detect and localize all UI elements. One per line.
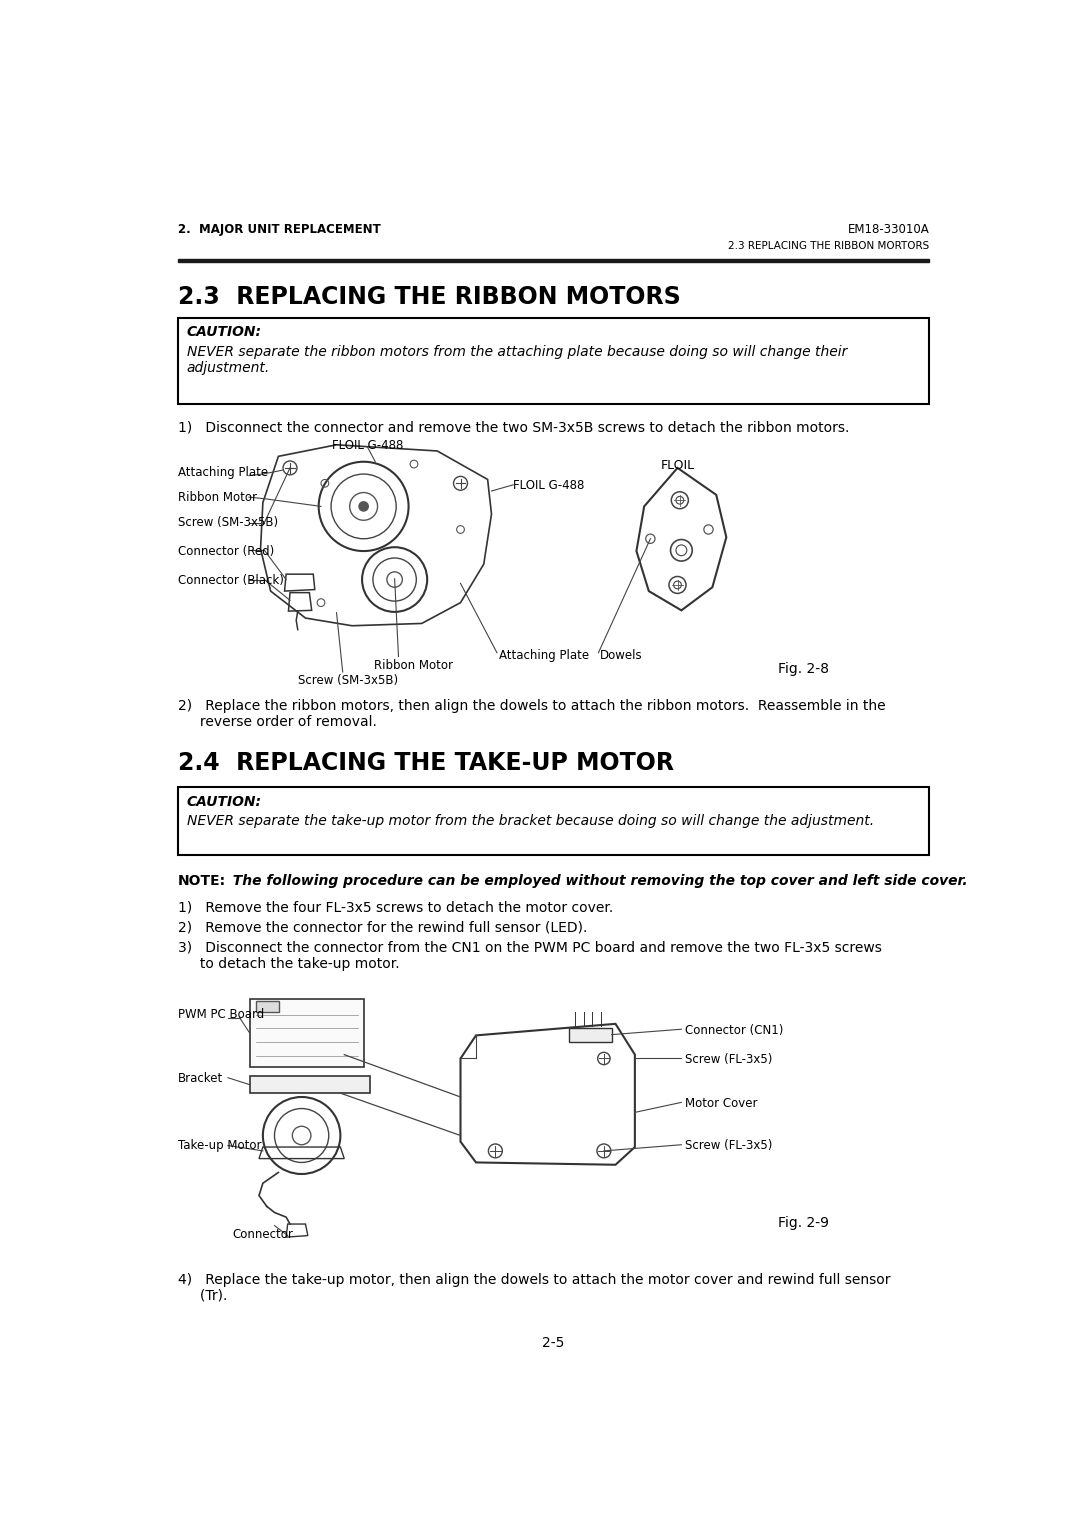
Text: NEVER separate the ribbon motors from the attaching plate because doing so will : NEVER separate the ribbon motors from th… (187, 345, 848, 375)
Text: Screw (SM-3x5B): Screw (SM-3x5B) (298, 674, 399, 688)
Bar (177, 259, 930, 262)
Text: 2.3 REPLACING THE RIBBON MORTORS: 2.3 REPLACING THE RIBBON MORTORS (728, 241, 930, 250)
Text: Connector (CN1): Connector (CN1) (685, 1023, 784, 1037)
Text: Fig. 2-9: Fig. 2-9 (779, 1217, 829, 1231)
Text: Motor Cover: Motor Cover (685, 1096, 758, 1110)
Bar (177, 787, 930, 856)
Text: EM18-33010A: EM18-33010A (848, 223, 930, 236)
Text: The following procedure can be employed without removing the top cover and left : The following procedure can be employed … (222, 874, 968, 889)
Text: Ribbon Motor: Ribbon Motor (177, 491, 257, 503)
Text: Connector (Red): Connector (Red) (177, 544, 274, 558)
Bar (256, 1000, 279, 1011)
Text: 2.3  REPLACING THE RIBBON MOTORS: 2.3 REPLACING THE RIBBON MOTORS (177, 285, 680, 310)
Text: 2)   Remove the connector for the rewind full sensor (LED).: 2) Remove the connector for the rewind f… (177, 921, 588, 935)
Text: Attaching Plate: Attaching Plate (177, 467, 268, 479)
Circle shape (359, 502, 368, 511)
Bar (569, 1028, 611, 1042)
Text: FLOIL: FLOIL (661, 459, 694, 471)
Text: Screw (FL-3x5): Screw (FL-3x5) (685, 1054, 772, 1066)
Text: 1)   Remove the four FL-3x5 screws to detach the motor cover.: 1) Remove the four FL-3x5 screws to deta… (177, 901, 612, 915)
Text: Dowels: Dowels (600, 648, 643, 662)
Text: 2)   Replace the ribbon motors, then align the dowels to attach the ribbon motor: 2) Replace the ribbon motors, then align… (177, 698, 886, 729)
Text: 2.  MAJOR UNIT REPLACEMENT: 2. MAJOR UNIT REPLACEMENT (177, 223, 380, 236)
Text: Connector (Black): Connector (Black) (177, 573, 283, 587)
Text: Connector: Connector (232, 1228, 294, 1241)
Text: 1)   Disconnect the connector and remove the two SM-3x5B screws to detach the ri: 1) Disconnect the connector and remove t… (177, 421, 849, 435)
Bar (249, 999, 364, 1068)
Text: 3)   Disconnect the connector from the CN1 on the PWM PC board and remove the tw: 3) Disconnect the connector from the CN1… (177, 941, 881, 971)
Bar (249, 1077, 369, 1093)
Text: FLOIL G-488: FLOIL G-488 (332, 439, 403, 451)
Text: 4)   Replace the take-up motor, then align the dowels to attach the motor cover : 4) Replace the take-up motor, then align… (177, 1272, 890, 1302)
Text: Take-up Motor: Take-up Motor (177, 1139, 261, 1153)
Text: Fig. 2-8: Fig. 2-8 (779, 662, 829, 676)
Text: NOTE:: NOTE: (177, 874, 226, 889)
Text: 2.4  REPLACING THE TAKE-UP MOTOR: 2.4 REPLACING THE TAKE-UP MOTOR (177, 752, 674, 775)
Text: Screw (FL-3x5): Screw (FL-3x5) (685, 1139, 772, 1153)
Text: NEVER separate the take-up motor from the bracket because doing so will change t: NEVER separate the take-up motor from th… (187, 814, 874, 828)
Text: PWM PC Board: PWM PC Board (177, 1008, 264, 1022)
Text: CAUTION:: CAUTION: (187, 795, 262, 810)
Bar (177, 317, 930, 404)
Text: 2-5: 2-5 (542, 1336, 565, 1350)
Text: Bracket: Bracket (177, 1072, 222, 1084)
Text: Screw (SM-3x5B): Screw (SM-3x5B) (177, 517, 278, 529)
Text: CAUTION:: CAUTION: (187, 325, 262, 340)
Text: Attaching Plate: Attaching Plate (499, 648, 590, 662)
Text: FLOIL G-488: FLOIL G-488 (513, 479, 584, 493)
Text: Ribbon Motor: Ribbon Motor (375, 659, 454, 673)
